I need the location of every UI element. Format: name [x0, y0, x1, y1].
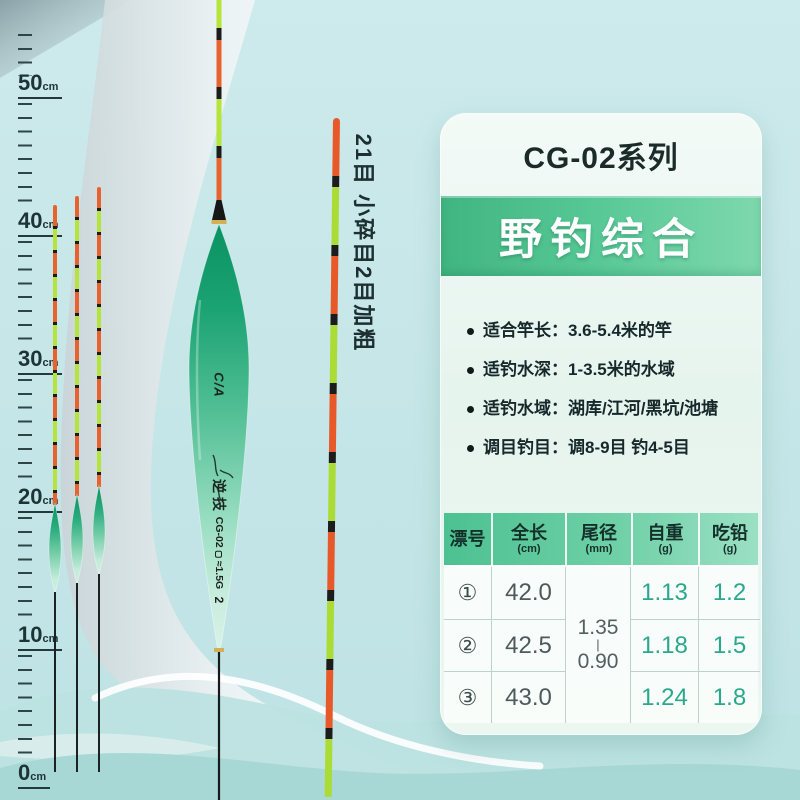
spec-table: 漂号 全长 (cm) 尾径 (mm) 自重 (g) 吃铅 (g) ① 42.0 1.35…	[444, 513, 760, 723]
feature-text: 适合竿长：3.6-5.4米的竿	[483, 321, 672, 340]
float-stem	[54, 592, 56, 772]
float-size-number: 2	[212, 596, 226, 604]
bullet-dot-icon	[467, 444, 474, 452]
series-title: CG-02系列	[523, 142, 679, 175]
ruler-label-50cm: 50cm	[18, 72, 63, 99]
large-float	[188, 0, 250, 800]
ruler-label-30cm: 30cm	[18, 348, 63, 375]
cell-lead: 1.8	[698, 671, 760, 723]
ruler-ticks	[18, 517, 32, 627]
ruler-ticks	[18, 655, 32, 765]
spec-table-body: ① 42.0 1.35 | 0.90 1.13 1.2 ② 42.5 1.18 …	[444, 567, 760, 723]
float-stem	[98, 574, 100, 772]
header-total-length: 全长 (cm)	[491, 513, 565, 565]
float-body	[48, 503, 62, 593]
tail-max: 1.35	[577, 616, 619, 639]
cell-weight: 1.24	[631, 671, 698, 723]
header-tail-diameter: 尾径 (mm)	[565, 513, 631, 565]
ruler-label-0cm: 0cm	[18, 762, 51, 789]
header-float-no: 漂号	[449, 528, 486, 549]
float-model-label: CG-02 ≈1.5G	[213, 517, 225, 589]
float-calligraphy: 逆技	[210, 479, 225, 515]
cell-lead: 1.2	[698, 567, 760, 619]
ruler-ticks	[18, 379, 32, 489]
bullet-dot-icon	[467, 405, 474, 413]
cell-length: 42.5	[491, 619, 565, 671]
float-stem	[76, 583, 78, 772]
brush-art	[212, 454, 234, 501]
cell-weight: 1.13	[641, 579, 688, 606]
float-striped-tip	[97, 187, 101, 487]
cell-length: 43.0	[491, 671, 565, 723]
header-self-weight: 自重 (g)	[631, 513, 698, 565]
category-banner-text: 野钓综合	[499, 216, 703, 264]
float-brand-logo: C/A	[211, 372, 227, 398]
spec-table-header: 漂号 全长 (cm) 尾径 (mm) 自重 (g) 吃铅 (g)	[444, 513, 758, 567]
float-lead-mark: ≈1.5G	[213, 560, 225, 590]
cell-no: ③	[444, 671, 491, 723]
tail-separator: |	[596, 637, 600, 652]
ruler-label-40cm: 40cm	[18, 210, 63, 237]
corner-triangle	[0, 0, 132, 78]
wave-deep	[0, 753, 800, 800]
feature-text: 适钓水域：湖库/江河/黑坑/池塘	[483, 399, 719, 418]
ruler-label-10cm: 10cm	[18, 624, 63, 651]
cell-weight: 1.18	[631, 619, 698, 671]
bullet-dot-icon	[467, 327, 474, 335]
float-model: CG-02	[213, 516, 225, 548]
wave-crest	[91, 672, 544, 770]
info-card: CG-02系列 野钓综合 适合竿长：3.6-5.4米的竿 适钓水深：1-3.5米…	[440, 113, 762, 735]
bullet-dot-icon	[467, 366, 474, 374]
feature-rod-length: 适合竿长：3.6-5.4米的竿	[467, 320, 761, 342]
cell-tail-diameter: 1.35 | 0.90	[565, 567, 631, 723]
category-banner: 野钓综合	[441, 196, 761, 276]
cell-length: 42.0	[491, 567, 565, 619]
ruler-ticks	[18, 34, 32, 76]
feature-water-depth: 适钓水深：1-3.5米的水域	[467, 359, 761, 381]
ruler-scale: 50cm 40cm 30cm 20cm 10cm 0cm	[0, 0, 120, 800]
cell-no: ②	[444, 619, 491, 671]
cell-lead: 1.5	[698, 619, 760, 671]
ruler-ticks	[18, 241, 32, 351]
float-striped-tip	[75, 196, 79, 496]
float-body	[70, 494, 84, 584]
feature-text: 适钓水深：1-3.5米的水域	[483, 360, 675, 379]
ruler-label-20cm: 20cm	[18, 486, 63, 513]
tail-annotation: 21目 小碎目2目加粗	[351, 133, 376, 353]
feature-water-type: 适钓水域：湖库/江河/黑坑/池塘	[467, 398, 761, 420]
tail-min: 0.90	[577, 650, 619, 673]
header-lead-capacity: 吃铅 (g)	[698, 513, 760, 565]
cell-no: ①	[457, 580, 478, 605]
feature-tuning: 调目钓目：调8-9目 钓4-5目	[467, 437, 761, 459]
float-body	[92, 485, 106, 575]
white-swoosh	[60, 0, 470, 800]
ruler-ticks	[18, 103, 32, 213]
feature-list: 适合竿长：3.6-5.4米的竿 适钓水深：1-3.5米的水域 适钓水域：湖库/江…	[467, 320, 761, 459]
float-striped-tip	[53, 205, 57, 505]
feature-text: 调目钓目：调8-9目 钓4-5目	[483, 438, 690, 457]
brand-badge-icon	[215, 550, 223, 558]
